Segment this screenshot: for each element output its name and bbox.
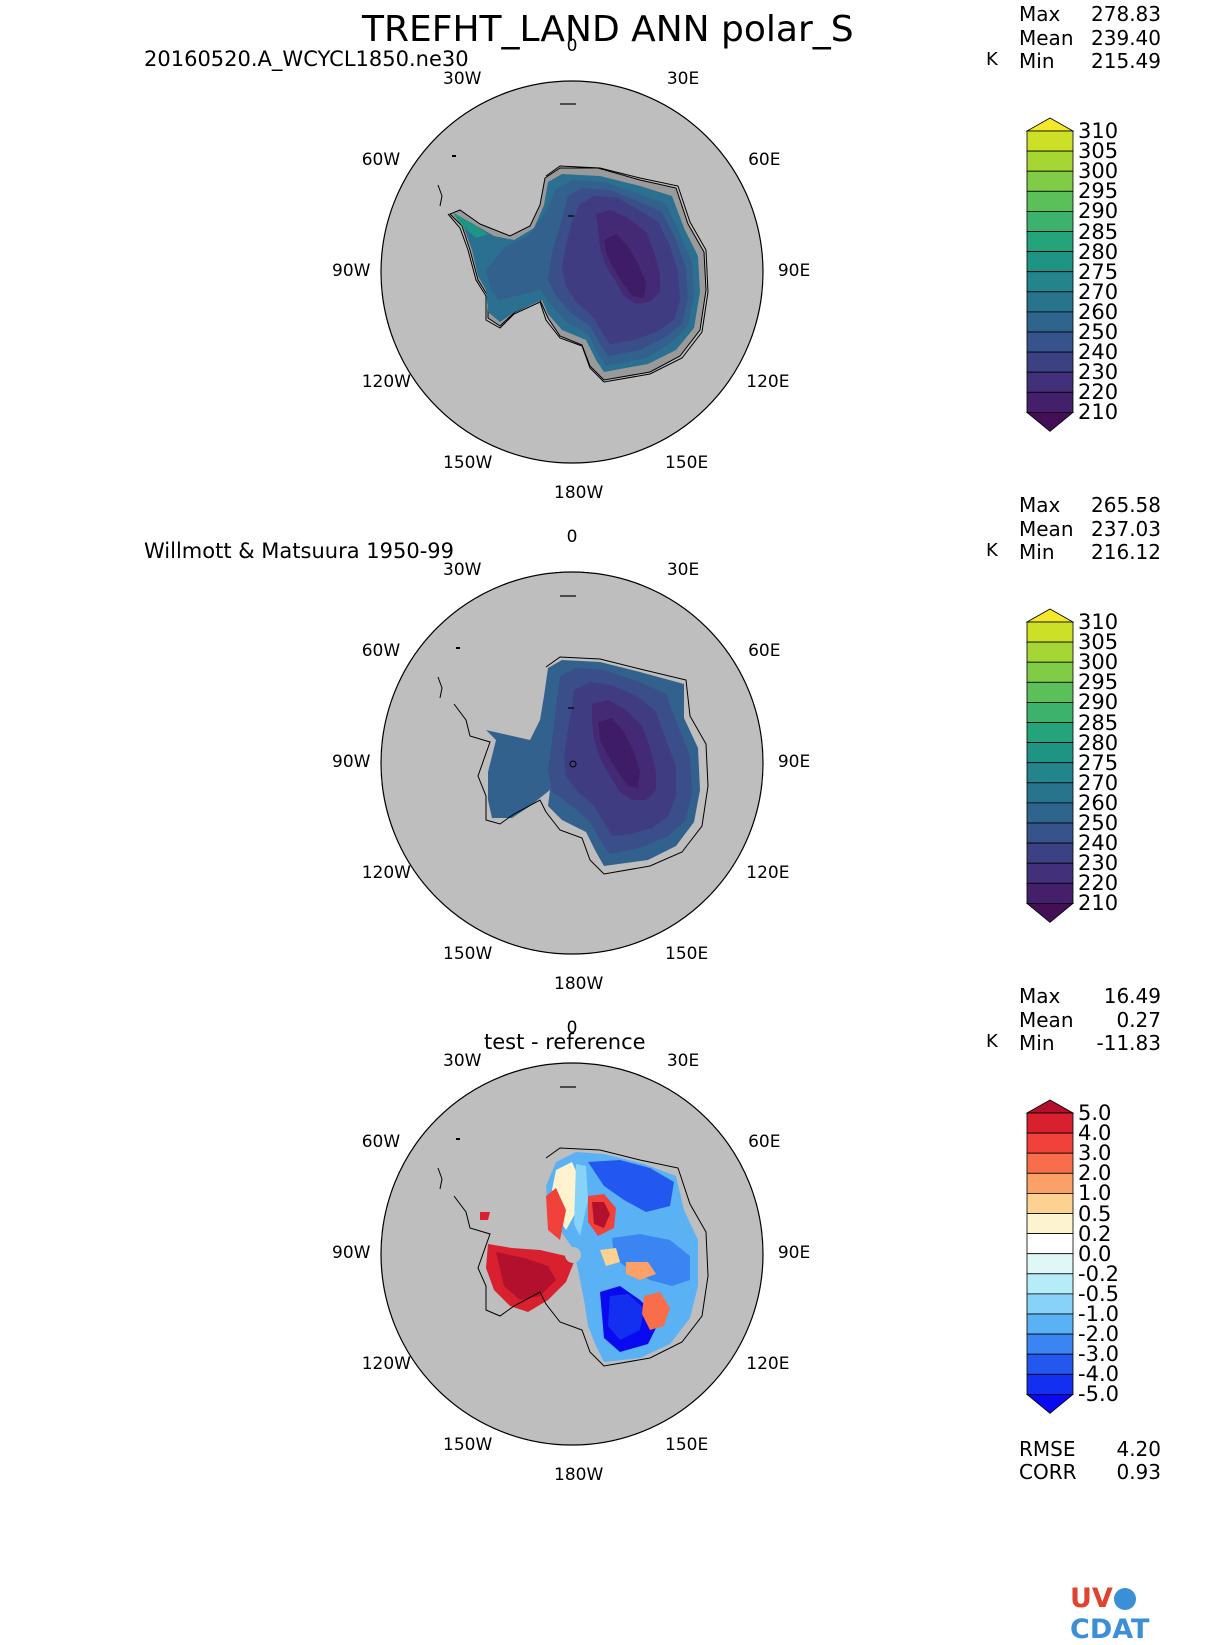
colorbar-segment xyxy=(1027,191,1073,211)
colorbar-segment xyxy=(1027,863,1073,883)
colorbar-segment xyxy=(1027,723,1073,743)
colorbar-segment xyxy=(1027,702,1073,722)
colorbars xyxy=(1027,118,1073,1413)
uvcdat-logo: UVCDAT xyxy=(1070,1583,1212,1645)
colorbar-top-arrow xyxy=(1027,1100,1073,1113)
colorbar-diff xyxy=(1027,1100,1073,1413)
colorbar-segment xyxy=(1027,131,1073,151)
colorbar-bottom-arrow xyxy=(1027,1394,1073,1413)
colorbar-segment xyxy=(1027,1193,1073,1213)
colorbar-segment xyxy=(1027,352,1073,372)
colorbar-segment xyxy=(1027,1173,1073,1193)
colorbar-segment xyxy=(1027,823,1073,843)
colorbar-segment xyxy=(1027,232,1073,252)
colorbar-segment xyxy=(1027,763,1073,783)
colorbar-bottom-arrow xyxy=(1027,412,1073,431)
pole-hole xyxy=(565,1247,581,1263)
colorbar-segment xyxy=(1027,1133,1073,1153)
colorbar-segment xyxy=(1027,151,1073,171)
logo-text-uv: UV xyxy=(1070,1583,1113,1614)
colorbar-segment xyxy=(1027,803,1073,823)
colorbar-segment xyxy=(1027,1294,1073,1314)
colorbar-segment xyxy=(1027,252,1073,272)
colorbar-segment xyxy=(1027,1234,1073,1254)
colorbar-segment xyxy=(1027,843,1073,863)
colorbar-segment xyxy=(1027,1274,1073,1294)
map-diff xyxy=(381,1063,763,1445)
colorbar-segment xyxy=(1027,372,1073,392)
colorbar-segment xyxy=(1027,1334,1073,1354)
colorbar-segment xyxy=(1027,622,1073,642)
colorbar-segment xyxy=(1027,272,1073,292)
colorbar-bottom-arrow xyxy=(1027,903,1073,922)
globe-icon xyxy=(1114,1588,1136,1610)
colorbar-segment xyxy=(1027,743,1073,763)
colorbar-top-arrow xyxy=(1027,609,1073,622)
colorbar-segment xyxy=(1027,292,1073,312)
colorbar-segment xyxy=(1027,392,1073,412)
colorbar-segment xyxy=(1027,1153,1073,1173)
colorbar-segment xyxy=(1027,211,1073,231)
colorbar-test xyxy=(1027,118,1073,431)
map-test xyxy=(381,81,763,463)
colorbar-segment xyxy=(1027,642,1073,662)
colorbar-segment xyxy=(1027,1214,1073,1234)
colorbar-segment xyxy=(1027,1113,1073,1133)
colorbar-segment xyxy=(1027,1254,1073,1274)
colorbar-segment xyxy=(1027,783,1073,803)
logo-text-cdat: CDAT xyxy=(1070,1614,1149,1645)
colorbar-segment xyxy=(1027,332,1073,352)
colorbar-segment xyxy=(1027,1374,1073,1394)
colorbar-segment xyxy=(1027,312,1073,332)
colorbar-top-arrow xyxy=(1027,118,1073,131)
map-reference xyxy=(381,572,763,954)
colorbar-segment xyxy=(1027,662,1073,682)
colorbar-reference xyxy=(1027,609,1073,922)
colorbar-segment xyxy=(1027,171,1073,191)
colorbar-segment xyxy=(1027,1354,1073,1374)
colorbar-segment xyxy=(1027,1314,1073,1334)
colorbar-segment xyxy=(1027,682,1073,702)
colorbar-segment xyxy=(1027,883,1073,903)
